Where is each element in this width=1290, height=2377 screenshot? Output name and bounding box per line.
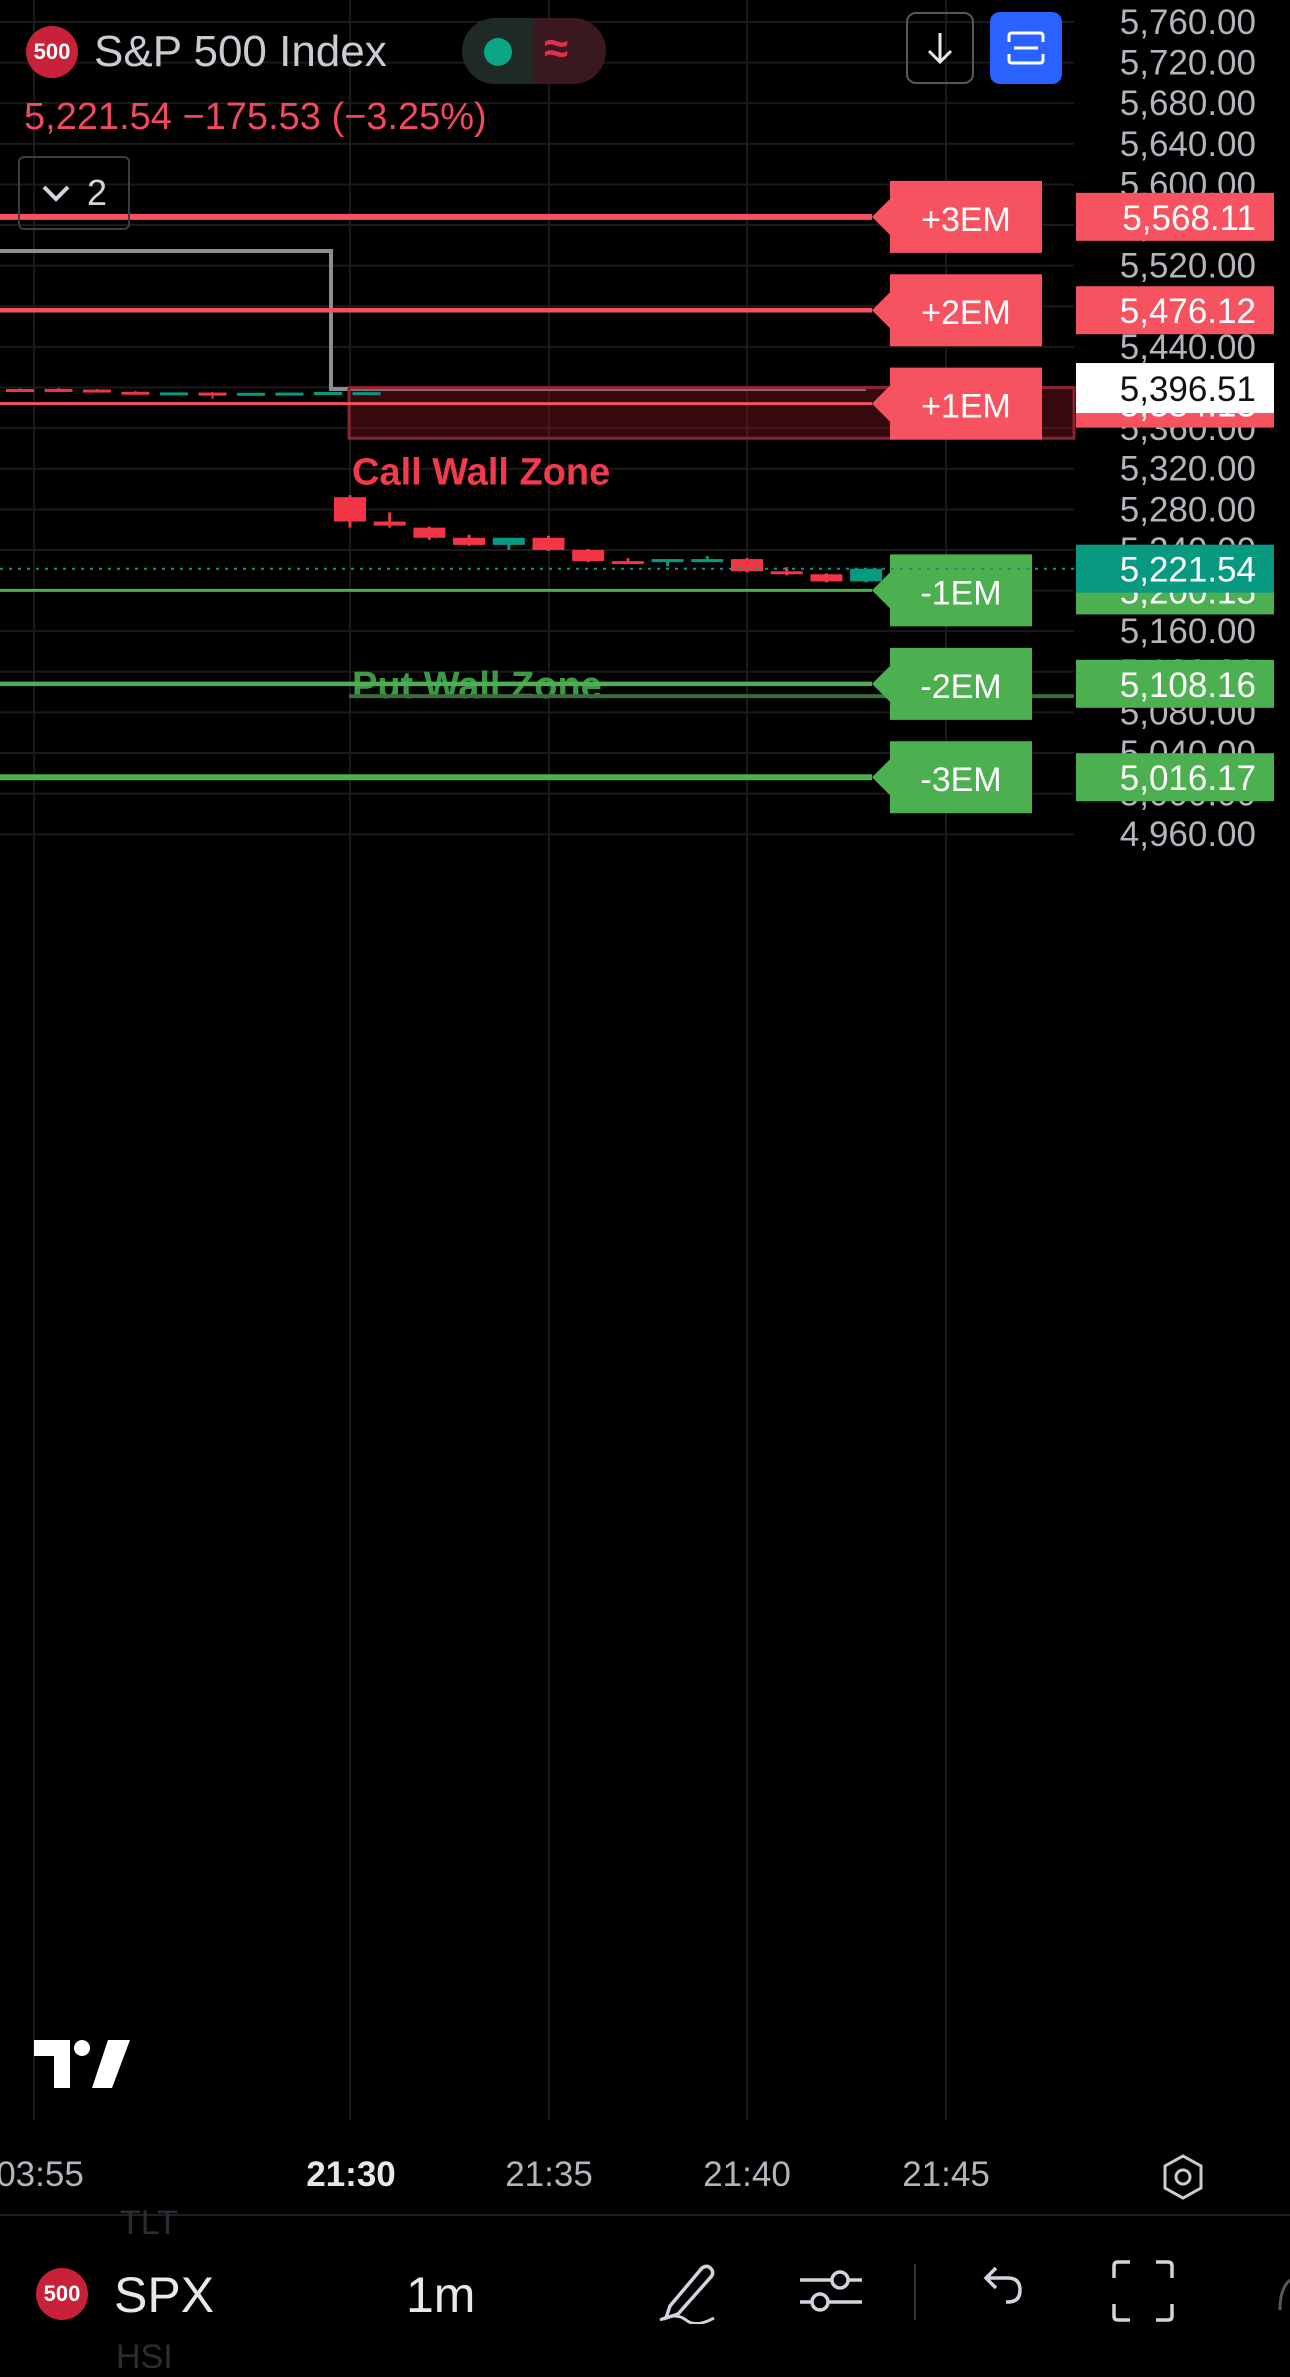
candle-body [275,392,304,396]
prev-close-price-text: 5,396.51 [1120,370,1256,409]
y-axis-tick-label: 5,440.00 [1120,328,1256,367]
level-flag-+3EM [872,180,1042,253]
candle-body [611,561,644,565]
level-price-tag-text-+3EM: 5,568.11 [1122,199,1256,238]
interval-selector[interactable]: 1m [406,2267,476,2323]
market-open-dot-icon [484,38,512,66]
candle-body [198,392,227,396]
ghost-symbol-bottom: HSI [116,2338,173,2376]
candle-body [453,537,486,545]
candle-body [6,389,34,393]
indicator-count: 2 [86,172,108,213]
candle-body [83,389,111,393]
level-flag--2EM [872,647,1032,720]
arrow-down-icon [927,33,953,65]
y-axis-tick-label: 5,680.00 [1120,84,1256,123]
y-axis-tick-label: 5,720.00 [1120,44,1256,83]
level-price-tag-text--3EM: 5,016.17 [1120,759,1256,798]
candle-body [334,497,366,522]
bottom-toolbar [0,2214,1290,2372]
delayed-data-icon: ≈ [544,24,569,73]
x-axis-time-label: 21:35 [505,2155,593,2194]
candle-body [850,568,883,582]
fullscreen-toggle-button[interactable] [990,12,1062,84]
level-flag--1EM [872,554,1032,627]
level-flag-text--2EM: -2EM [920,668,1001,706]
candle-body [810,574,843,582]
indicators-collapse-button[interactable]: 2 [18,156,130,230]
y-axis-tick-label: 5,160.00 [1120,612,1256,651]
candle-body [532,537,565,550]
x-axis-time-label: 03:55 [0,2155,84,2194]
y-axis-tick-label: 5,520.00 [1120,247,1256,286]
y-axis-tick-label: 5,320.00 [1120,450,1256,489]
level-flag-+1EM [872,367,1042,440]
price-change-line: 5,221.54 −175.53 (−3.25%) [24,96,487,138]
y-axis-tick-label: 5,640.00 [1120,125,1256,164]
call-wall-zone-label: Call Wall Zone [352,451,610,493]
fullscreen-chart-icon[interactable] [1110,2258,1176,2324]
candle-body [651,559,684,563]
tradingview-logo-icon [34,2040,130,2088]
candle-body [44,388,73,392]
candle-body [237,392,265,396]
candle-body [352,392,381,396]
level-price-tag-text-+2EM: 5,476.12 [1120,292,1256,331]
candle-body [121,391,150,395]
drawing-pen-icon[interactable] [656,2258,722,2324]
y-axis-tick-label: 4,960.00 [1120,815,1256,854]
candle-body [770,571,803,575]
y-axis-tick-label: 5,280.00 [1120,490,1256,529]
level-price-tag-+2EM [1076,286,1274,335]
toolbar-separator [914,2264,916,2320]
level-price-tag--3EM [1076,753,1274,802]
level-flag-text--1EM: -1EM [920,574,1001,612]
x-axis-time-label: 21:40 [703,2155,791,2194]
level-flag--3EM [872,741,1032,814]
fullscreen-icon [1007,31,1045,65]
symbol-title[interactable]: S&P 500 Index [94,27,387,76]
more-tools-partial-icon[interactable] [1266,2258,1290,2324]
level-flag-text--3EM: -3EM [920,761,1001,799]
prev-close-price-tag [1076,363,1274,414]
candle-body [373,521,406,526]
symbol-selector[interactable]: SPX [114,2267,215,2323]
level-flag-text-+1EM: +1EM [921,388,1011,426]
level-flag-+2EM [872,274,1042,347]
level-flag-text-+3EM: +3EM [921,201,1011,239]
candle-body [492,537,525,545]
chevron-down-icon [42,185,70,202]
level-price-tag-text--2EM: 5,108.16 [1120,666,1256,705]
status-pill-right [534,18,606,84]
level-price-tag-+3EM [1076,192,1274,241]
candle-body [572,549,605,562]
level-price-tag--2EM [1076,659,1274,708]
y-axis-tick-label: 5,760.00 [1120,3,1256,42]
symbol-logo-badge: 500 [26,26,78,78]
scroll-to-realtime-button[interactable] [906,12,974,84]
prev-session-box [0,249,866,392]
x-axis-time-label: 21:30 [306,2155,396,2194]
bottom-symbol-badge: 500 [36,2268,88,2320]
level-flag-text-+2EM: +2EM [921,294,1011,332]
candle-body [413,527,446,538]
candle-body [160,392,188,396]
candle-body [691,559,724,563]
current-price-tag [1076,544,1274,593]
x-axis-time-label: 21:45 [902,2155,990,2194]
market-status-pill[interactable]: ≈ [462,18,606,84]
undo-icon[interactable] [976,2258,1026,2324]
indicator-settings-icon[interactable] [798,2258,864,2324]
current-price-tag-text: 5,221.54 [1120,551,1256,590]
chart-settings-icon[interactable] [1158,2152,1208,2202]
candle-body [314,391,342,395]
ghost-symbol-top: TLT [120,2204,178,2242]
